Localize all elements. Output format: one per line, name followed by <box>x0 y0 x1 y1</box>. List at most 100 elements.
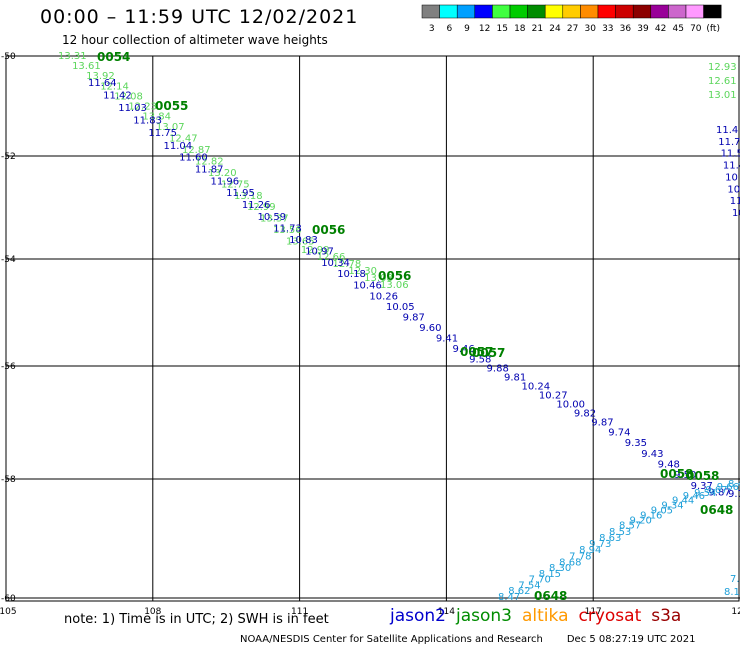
jason2-swh-label: 9.87 <box>403 313 425 324</box>
pass-time-label: 0055 <box>155 99 188 113</box>
color-scale-label: 30 <box>584 24 596 34</box>
s3a-swh-label: 8.47 <box>498 592 520 603</box>
jason2-swh-label: 11.96 <box>210 176 239 187</box>
jason3-swh-label: 12.66 <box>317 252 346 263</box>
color-scale-label: 3 <box>429 24 435 34</box>
edge-swh-label: 11.5 <box>721 149 740 160</box>
pass-time-label: 0056 <box>312 223 345 237</box>
color-scale-label: 21 <box>532 24 543 34</box>
jason2-swh-label: 9.74 <box>608 427 630 438</box>
s3a-swh-label: 8.45 <box>728 479 740 490</box>
jason3-swh-label: 12.99 <box>247 202 276 213</box>
latitude-tick: -60 <box>1 594 16 604</box>
jason3-swh-label: 13.08 <box>364 273 393 284</box>
chart-title: 00:00 – 11:59 UTC 12/02/2021 <box>40 6 359 28</box>
units-note: note: 1) Time is in UTC; 2) SWH is in fe… <box>64 612 329 627</box>
pass-time-label: 0054 <box>97 50 130 64</box>
jason2-swh-label: 11.95 <box>226 188 255 199</box>
jason3-swh-label: 12.99 <box>301 245 330 256</box>
s3a-swh-label: 9.67 <box>705 485 727 496</box>
jason3-swh-label: 13.20 <box>208 168 237 179</box>
s3a-swh-label: 9.16 <box>640 511 662 522</box>
s3a-swh-label: 9.66 <box>717 482 739 493</box>
satellite-legend: jason2 jason3 altika cryosat s3a <box>390 606 691 626</box>
jason2-swh-label: 10.59 <box>258 212 287 223</box>
jason2-swh-label: 9.88 <box>487 364 509 375</box>
footer-center: NOAA/NESDIS Center for Satellite Applica… <box>240 634 543 645</box>
jason2-swh-label: 11.87 <box>195 165 224 176</box>
pass-time-label: 0057 <box>460 345 493 359</box>
jason3-swh-label: 13.18 <box>234 191 263 202</box>
jason2-swh-label: 9.82 <box>574 409 596 420</box>
jason3-swh-label: 13.56 <box>273 225 302 236</box>
edge-swh-label: 11.4 <box>716 125 738 136</box>
color-scale-label: 6 <box>447 24 453 34</box>
map-frame <box>5 55 740 602</box>
latitude-tick: -50 <box>1 52 16 62</box>
chart-subtitle: 12 hour collection of altimeter wave hei… <box>62 33 328 47</box>
jason3-swh-label: 13.65 <box>286 236 315 247</box>
latitude-tick: -54 <box>1 255 16 265</box>
s3a-swh-label: 8.30 <box>549 563 571 574</box>
jason2-swh-label: 9.37 <box>691 481 713 492</box>
legend-altika: altika <box>522 606 569 626</box>
color-scale-label: 45 <box>672 24 683 34</box>
jason3-swh-label: 13.84 <box>142 112 171 123</box>
jason2-swh-label: 11.75 <box>148 128 177 139</box>
s3a-swh-label: 9.34 <box>661 501 683 512</box>
color-scale-label: 36 <box>620 24 632 34</box>
s3a-swh-label: 8.15 <box>539 569 561 580</box>
pass-time-label: 0058 <box>686 469 719 483</box>
edge-swh-label: 8.1 <box>724 587 740 598</box>
edge-swh-label: 10 <box>727 184 740 195</box>
s3a-swh-label: 8.53 <box>609 527 631 538</box>
s3a-swh-label: 8.62 <box>508 586 530 597</box>
latitude-tick: -52 <box>1 152 16 162</box>
jason2-swh-label: 10.27 <box>539 391 568 402</box>
color-scale-label: 33 <box>602 24 613 34</box>
longitude-tick: 120 <box>731 607 740 617</box>
jason2-swh-label: 11.42 <box>103 91 132 102</box>
s3a-swh-label: 9.54 <box>694 488 716 499</box>
color-scale-swatch <box>703 4 722 19</box>
s3a-swh-label: 9.20 <box>630 516 652 527</box>
jason2-swh-label: 10.26 <box>369 292 398 303</box>
jason2-swh-label: 10.46 <box>353 281 382 292</box>
jason2-swh-label: 9.35 <box>625 438 647 449</box>
jason3-swh-label: 13.06 <box>380 280 409 291</box>
edge-swh-label: 11.4 <box>723 161 740 172</box>
jason2-swh-label: 9.87 <box>591 418 613 429</box>
jason3-swh-label: 12.87 <box>182 145 211 156</box>
jason3-swh-label: 12.30 <box>348 266 377 277</box>
pass-time-label: 0648 <box>700 503 733 517</box>
jason2-swh-label: 10.83 <box>289 235 318 246</box>
edge-swh-label: 11 <box>730 196 740 207</box>
color-scale-label: 15 <box>496 24 507 34</box>
jason3-swh-label: 13.07 <box>156 122 185 133</box>
pass-time-label: 0056 <box>378 269 411 283</box>
color-scale-label: 24 <box>549 24 561 34</box>
jason2-swh-label: 11.73 <box>273 224 302 235</box>
jason2-swh-label: 10.34 <box>321 258 350 269</box>
edge-swh-label: 12.61 <box>708 76 737 87</box>
s3a-swh-label: 9.44 <box>672 496 694 507</box>
jason3-swh-label: 13.92 <box>86 71 115 82</box>
jason2-swh-label: 9.81 <box>504 373 526 384</box>
jason2-swh-label: 10.24 <box>521 382 550 393</box>
edge-swh-label: 13.01 <box>708 90 737 101</box>
jason2-swh-label: 11.26 <box>242 200 271 211</box>
jason3-swh-label: 12.82 <box>195 157 224 168</box>
jason3-swh-label: 12.75 <box>221 179 250 190</box>
jason3-swh-label: 13.31 <box>58 51 87 62</box>
jason3-swh-label: 12.23 <box>128 101 157 112</box>
s3a-swh-label: 8.57 <box>619 521 641 532</box>
color-scale-label: 39 <box>637 24 649 34</box>
jason3-swh-label: 12.14 <box>100 81 129 92</box>
edge-swh-label: 12.93 <box>708 62 737 73</box>
s3a-swh-label: 7.54 <box>518 580 540 591</box>
s3a-swh-label: 8.94 <box>579 545 601 556</box>
jason2-swh-label: 9.73 <box>728 489 740 500</box>
latitude-tick: -58 <box>1 475 16 485</box>
legend-jason3: jason3 <box>456 606 512 626</box>
